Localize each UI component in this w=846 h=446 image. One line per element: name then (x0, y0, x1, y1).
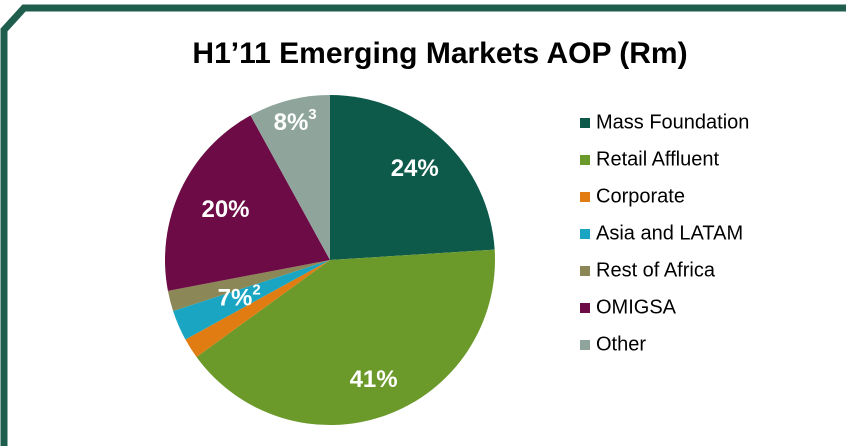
annotation-text: 7% (218, 285, 253, 312)
data-label: 41% (350, 366, 398, 393)
legend-swatch (580, 266, 590, 276)
legend-swatch (580, 340, 590, 350)
data-label-text: 8% (274, 109, 309, 136)
legend-label: Mass Foundation (596, 111, 749, 133)
pie-slice (330, 95, 495, 260)
data-label-note: 3 (308, 106, 316, 123)
pie-slice (250, 95, 330, 260)
annotation-note: 2 (252, 281, 260, 298)
pie-slice (165, 115, 330, 291)
pie-slice (196, 249, 495, 425)
legend-label: OMIGSA (596, 296, 677, 318)
legend-swatch (580, 118, 590, 128)
annotation: 7%2 (218, 281, 261, 311)
legend-swatch (580, 303, 590, 313)
data-label-text: 20% (201, 196, 249, 223)
data-label-text: 24% (391, 155, 439, 182)
data-label: 8%3 (274, 106, 317, 136)
legend-swatch (580, 229, 590, 239)
frame (0, 4, 846, 446)
legend-label: Retail Affluent (596, 148, 719, 170)
legend-label: Corporate (596, 185, 685, 207)
pie-slice (185, 260, 330, 357)
pie-slice (167, 260, 330, 311)
chart-title: H1’11 Emerging Markets AOP (Rm) (192, 37, 687, 70)
data-label: 24% (391, 155, 439, 182)
pie-slice (173, 260, 330, 340)
data-label-text: 41% (350, 366, 398, 393)
legend-label: Other (596, 333, 646, 355)
legend-swatch (580, 155, 590, 165)
legend-swatch (580, 192, 590, 202)
legend-label: Rest of Africa (596, 259, 716, 281)
data-label: 20% (201, 196, 249, 223)
legend-label: Asia and LATAM (596, 222, 743, 244)
